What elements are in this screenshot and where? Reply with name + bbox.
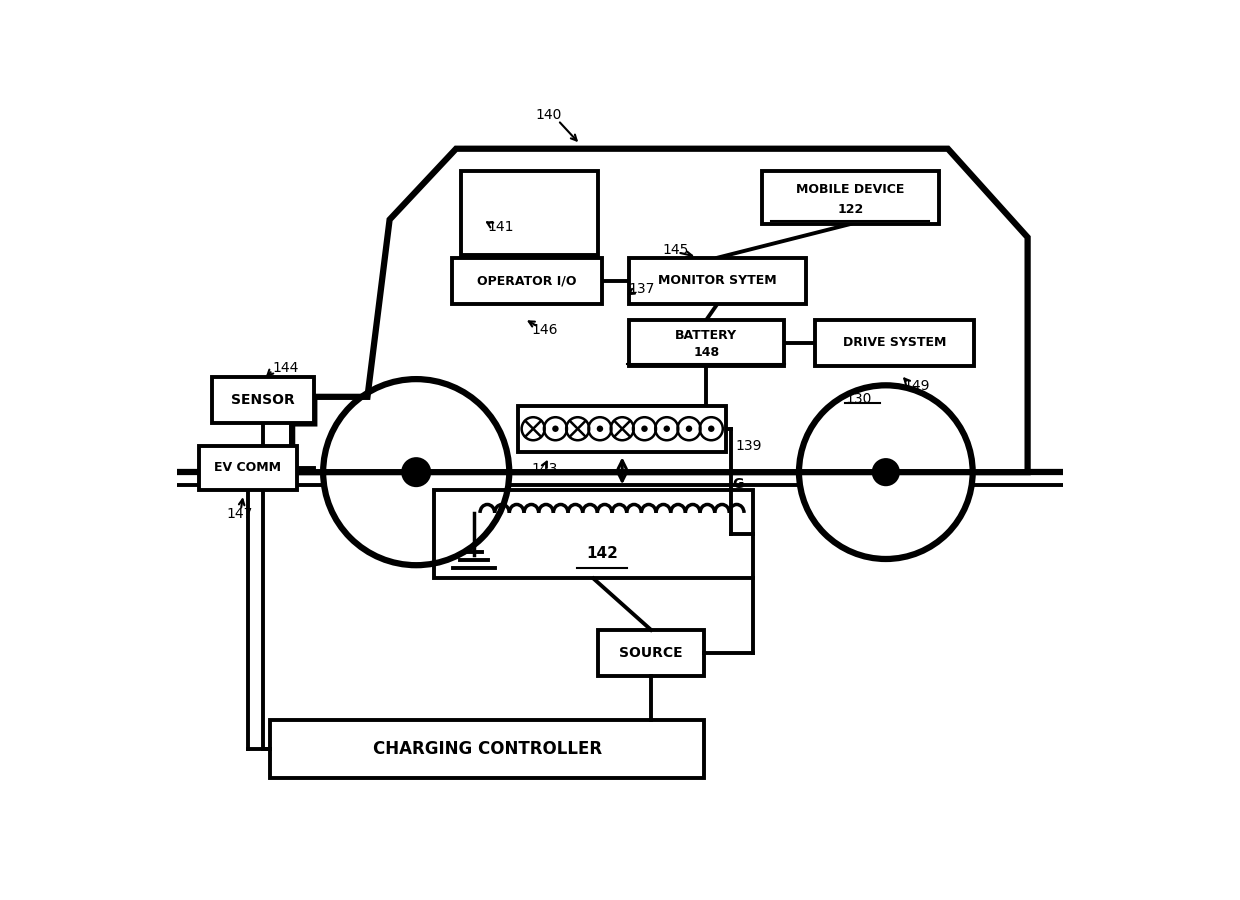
Text: 122: 122 xyxy=(837,202,863,216)
FancyBboxPatch shape xyxy=(518,406,727,452)
Circle shape xyxy=(402,458,430,486)
Circle shape xyxy=(686,426,692,432)
Text: DRIVE SYSTEM: DRIVE SYSTEM xyxy=(843,337,946,349)
FancyBboxPatch shape xyxy=(598,630,704,676)
Text: BATTERY: BATTERY xyxy=(676,329,738,342)
Text: 142: 142 xyxy=(587,546,619,562)
Text: 144: 144 xyxy=(273,361,299,374)
Polygon shape xyxy=(293,148,1028,472)
Text: 139: 139 xyxy=(735,438,761,453)
Circle shape xyxy=(873,459,899,485)
FancyBboxPatch shape xyxy=(629,320,784,365)
Text: 149: 149 xyxy=(904,379,930,393)
FancyBboxPatch shape xyxy=(270,720,704,778)
Circle shape xyxy=(641,426,647,432)
Text: 130: 130 xyxy=(846,392,872,406)
Text: 145: 145 xyxy=(662,243,689,256)
FancyBboxPatch shape xyxy=(200,446,296,490)
Text: SENSOR: SENSOR xyxy=(232,393,295,408)
Text: 141: 141 xyxy=(487,220,513,234)
Text: EV COMM: EV COMM xyxy=(215,461,281,474)
Text: 148: 148 xyxy=(693,346,719,359)
Circle shape xyxy=(663,426,670,432)
Circle shape xyxy=(324,379,510,565)
FancyBboxPatch shape xyxy=(629,257,806,304)
Circle shape xyxy=(708,426,714,432)
Text: 146: 146 xyxy=(532,323,558,338)
Text: 137: 137 xyxy=(629,282,655,296)
Text: MONITOR SYTEM: MONITOR SYTEM xyxy=(658,274,776,287)
FancyBboxPatch shape xyxy=(451,257,603,304)
Circle shape xyxy=(552,426,559,432)
Text: 143: 143 xyxy=(532,463,558,476)
Circle shape xyxy=(799,385,972,559)
FancyBboxPatch shape xyxy=(434,490,753,579)
Text: SOURCE: SOURCE xyxy=(619,646,683,660)
Text: 140: 140 xyxy=(536,108,562,122)
Text: G: G xyxy=(733,477,744,490)
FancyBboxPatch shape xyxy=(815,320,975,365)
Text: MOBILE DEVICE: MOBILE DEVICE xyxy=(796,183,904,196)
FancyBboxPatch shape xyxy=(761,171,939,224)
Text: 147: 147 xyxy=(227,507,253,521)
FancyBboxPatch shape xyxy=(212,377,314,423)
Circle shape xyxy=(596,426,603,432)
Text: CHARGING CONTROLLER: CHARGING CONTROLLER xyxy=(372,740,601,758)
Text: OPERATOR I/O: OPERATOR I/O xyxy=(477,274,577,287)
FancyBboxPatch shape xyxy=(460,171,598,255)
